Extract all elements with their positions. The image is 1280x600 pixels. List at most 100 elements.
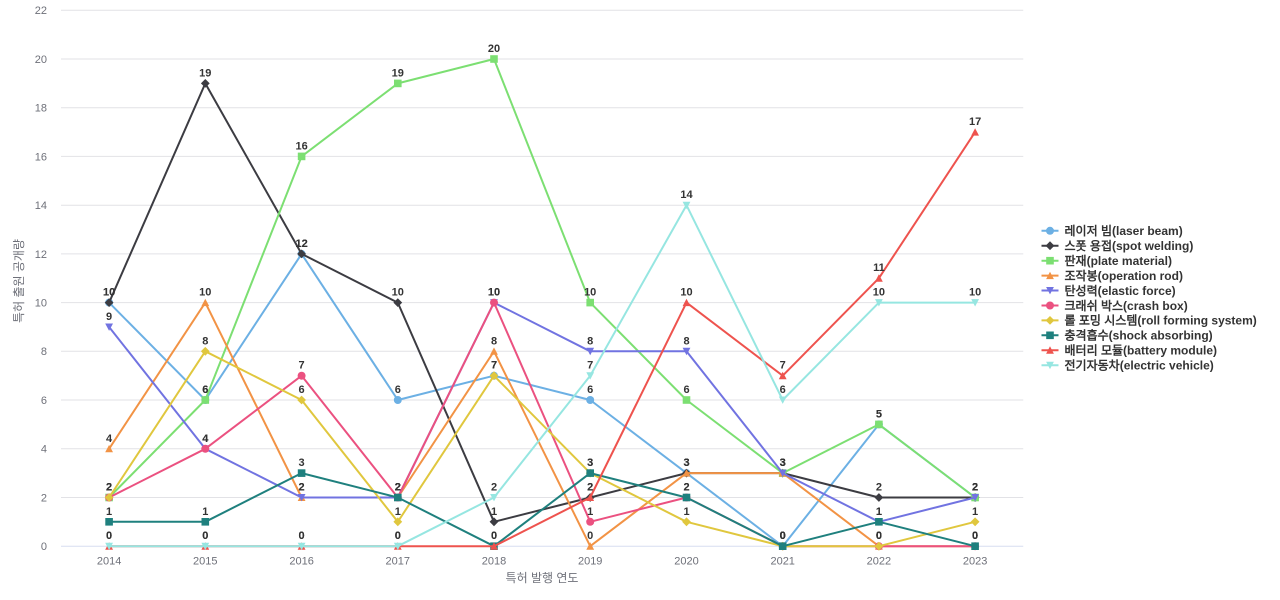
svg-text:특허 출원 공개량: 특허 출원 공개량 [12, 239, 26, 323]
svg-text:0: 0 [491, 530, 497, 542]
svg-text:7: 7 [491, 360, 497, 372]
svg-text:0: 0 [299, 530, 305, 542]
svg-text:12: 12 [295, 238, 307, 250]
svg-text:1: 1 [587, 506, 593, 518]
svg-text:10: 10 [680, 287, 692, 299]
svg-text:2017: 2017 [386, 556, 410, 568]
svg-text:3: 3 [587, 457, 593, 469]
svg-text:2: 2 [972, 482, 978, 494]
svg-text:1: 1 [972, 506, 978, 518]
svg-text:19: 19 [199, 67, 211, 79]
svg-text:18: 18 [35, 103, 47, 115]
svg-text:0: 0 [106, 530, 112, 542]
svg-text:6: 6 [41, 395, 47, 407]
svg-text:5: 5 [876, 408, 882, 420]
svg-text:2019: 2019 [578, 556, 602, 568]
svg-text:4: 4 [106, 433, 113, 445]
svg-text:배터리 모듈(battery module): 배터리 모듈(battery module) [1065, 343, 1218, 358]
svg-text:11: 11 [873, 262, 885, 274]
svg-text:1: 1 [876, 506, 882, 518]
svg-text:0: 0 [876, 530, 882, 542]
svg-text:0: 0 [780, 530, 786, 542]
svg-text:16: 16 [35, 151, 47, 163]
svg-text:3: 3 [683, 457, 689, 469]
svg-text:전기자동차(electric vehicle): 전기자동차(electric vehicle) [1065, 358, 1214, 373]
svg-text:2014: 2014 [97, 556, 121, 568]
svg-text:조작봉(operation rod): 조작봉(operation rod) [1065, 268, 1183, 283]
svg-text:0: 0 [780, 530, 786, 542]
svg-text:12: 12 [35, 249, 47, 261]
svg-text:10: 10 [969, 287, 981, 299]
svg-text:8: 8 [41, 346, 47, 358]
svg-text:2: 2 [395, 482, 401, 494]
svg-text:0: 0 [780, 530, 786, 542]
svg-text:3: 3 [683, 457, 689, 469]
svg-text:롤 포밍 시스템(roll forming system): 롤 포밍 시스템(roll forming system) [1065, 313, 1257, 328]
svg-text:10: 10 [584, 287, 596, 299]
svg-text:스폿 용접(spot welding): 스폿 용접(spot welding) [1065, 238, 1194, 253]
svg-text:10: 10 [488, 287, 500, 299]
svg-text:특허 발행 연도: 특허 발행 연도 [506, 570, 579, 585]
svg-text:8: 8 [683, 335, 689, 347]
svg-text:1: 1 [876, 506, 882, 518]
svg-text:10: 10 [35, 298, 47, 310]
svg-text:0: 0 [876, 530, 882, 542]
svg-text:10: 10 [873, 287, 885, 299]
svg-text:2: 2 [41, 492, 47, 504]
svg-text:10: 10 [392, 287, 404, 299]
svg-text:1: 1 [683, 506, 689, 518]
svg-text:16: 16 [295, 140, 307, 152]
svg-text:8: 8 [491, 335, 497, 347]
svg-text:6: 6 [202, 384, 208, 396]
svg-text:20: 20 [35, 54, 47, 66]
svg-text:5: 5 [876, 408, 882, 420]
svg-text:2: 2 [106, 482, 112, 494]
svg-text:0: 0 [587, 530, 593, 542]
svg-text:22: 22 [35, 5, 47, 17]
svg-text:8: 8 [202, 335, 208, 347]
svg-text:0: 0 [876, 530, 882, 542]
svg-text:레이저 빔(laser beam): 레이저 빔(laser beam) [1065, 223, 1183, 238]
svg-text:2: 2 [395, 482, 401, 494]
svg-text:6: 6 [780, 384, 786, 396]
svg-text:2: 2 [683, 482, 689, 494]
svg-text:2016: 2016 [289, 556, 313, 568]
svg-text:3: 3 [780, 457, 786, 469]
svg-text:충격흡수(shock absorbing): 충격흡수(shock absorbing) [1065, 328, 1213, 343]
svg-text:3: 3 [299, 457, 305, 469]
svg-text:3: 3 [780, 457, 786, 469]
svg-text:0: 0 [491, 530, 497, 542]
svg-text:6: 6 [299, 384, 305, 396]
svg-text:3: 3 [780, 457, 786, 469]
svg-text:10: 10 [103, 287, 115, 299]
svg-text:1: 1 [491, 506, 497, 518]
svg-text:7: 7 [780, 360, 786, 372]
svg-text:0: 0 [106, 530, 112, 542]
svg-text:1: 1 [106, 506, 112, 518]
svg-text:0: 0 [202, 530, 208, 542]
svg-text:0: 0 [41, 541, 47, 553]
svg-text:2: 2 [876, 482, 882, 494]
svg-text:2023: 2023 [963, 556, 987, 568]
svg-text:판재(plate material): 판재(plate material) [1065, 253, 1172, 268]
svg-text:1: 1 [395, 506, 401, 518]
svg-text:0: 0 [299, 530, 305, 542]
svg-text:20: 20 [488, 43, 500, 55]
svg-text:3: 3 [683, 457, 689, 469]
svg-text:6: 6 [395, 384, 401, 396]
svg-text:2: 2 [395, 482, 401, 494]
svg-text:2: 2 [299, 482, 305, 494]
svg-text:0: 0 [972, 530, 978, 542]
svg-text:2: 2 [683, 482, 689, 494]
svg-text:2018: 2018 [482, 556, 506, 568]
svg-text:6: 6 [683, 384, 689, 396]
svg-text:4: 4 [41, 444, 47, 456]
svg-text:2022: 2022 [867, 556, 891, 568]
svg-text:2: 2 [587, 482, 593, 494]
svg-text:7: 7 [299, 360, 305, 372]
svg-text:3: 3 [780, 457, 786, 469]
svg-text:14: 14 [35, 200, 47, 212]
svg-text:10: 10 [199, 287, 211, 299]
svg-text:2: 2 [972, 482, 978, 494]
svg-text:0: 0 [972, 530, 978, 542]
